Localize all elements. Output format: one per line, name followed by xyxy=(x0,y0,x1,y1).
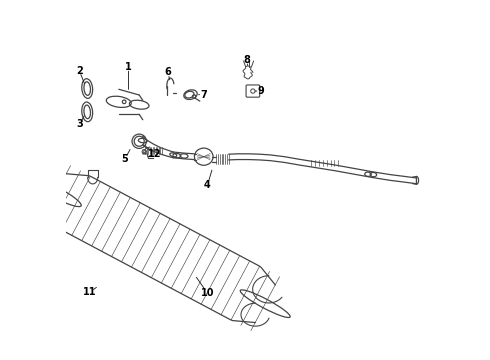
Text: 3: 3 xyxy=(76,120,83,129)
Text: 2: 2 xyxy=(76,66,83,76)
Text: 10: 10 xyxy=(200,288,214,298)
Text: 8: 8 xyxy=(244,55,250,65)
Text: 12: 12 xyxy=(148,149,161,159)
Text: 7: 7 xyxy=(200,90,207,100)
Text: 4: 4 xyxy=(204,180,211,190)
Text: 11: 11 xyxy=(83,287,97,297)
Text: 6: 6 xyxy=(165,67,172,77)
Text: 9: 9 xyxy=(258,86,265,96)
Text: 5: 5 xyxy=(122,154,128,164)
Text: 1: 1 xyxy=(125,62,132,72)
